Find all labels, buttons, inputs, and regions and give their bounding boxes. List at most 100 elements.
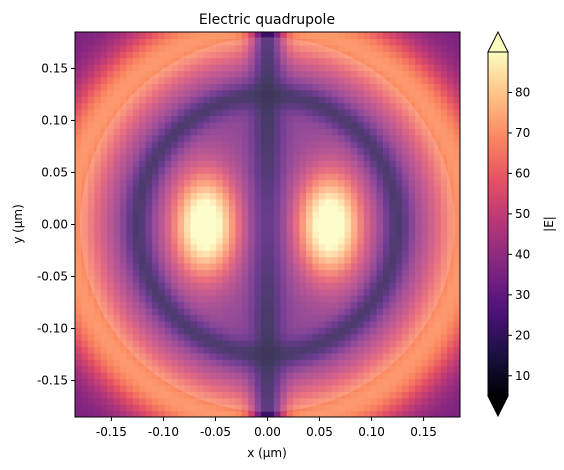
heatmap-cell — [357, 166, 365, 174]
heatmap-cell — [286, 378, 294, 386]
heatmap-cell — [376, 365, 384, 373]
heatmap-cell — [196, 121, 204, 129]
heatmap-cell — [376, 57, 384, 65]
heatmap-cell — [145, 237, 153, 245]
heatmap-cell — [241, 378, 249, 386]
heatmap-cell — [171, 44, 179, 52]
heatmap-cell — [261, 269, 269, 277]
heatmap-cell — [209, 250, 217, 258]
heatmap-cell — [280, 391, 288, 399]
heatmap-cell — [100, 372, 108, 380]
heatmap-cell — [222, 340, 230, 348]
heatmap-cell — [312, 44, 320, 52]
heatmap-cell — [158, 102, 166, 110]
heatmap-cell — [235, 410, 243, 417]
heatmap-cell — [350, 38, 358, 46]
heatmap-cell — [421, 243, 429, 251]
heatmap-cell — [126, 340, 134, 348]
heatmap-cell — [280, 275, 288, 283]
heatmap-cell — [126, 237, 134, 245]
heatmap-cell — [434, 288, 442, 296]
heatmap-cell — [389, 205, 397, 213]
heatmap-cell — [190, 128, 198, 136]
heatmap-cell — [267, 372, 275, 380]
heatmap-cell — [338, 275, 346, 283]
heatmap-cell — [299, 70, 307, 78]
heatmap-cell — [415, 269, 423, 277]
heatmap-cell — [158, 166, 166, 174]
heatmap-cell — [184, 64, 192, 72]
heatmap-cell — [331, 141, 339, 149]
heatmap-cell — [383, 320, 391, 328]
heatmap-cell — [184, 89, 192, 97]
heatmap-cell — [357, 70, 365, 78]
heatmap-cell — [241, 96, 249, 104]
heatmap-cell — [383, 256, 391, 264]
heatmap-cell — [440, 57, 448, 65]
heatmap-cell — [293, 218, 301, 226]
heatmap-cell — [306, 153, 314, 161]
heatmap-cell — [325, 134, 333, 142]
heatmap-cell — [152, 391, 160, 399]
heatmap-cell — [408, 320, 416, 328]
heatmap-cell — [248, 141, 256, 149]
heatmap-cell — [331, 237, 339, 245]
heatmap-cell — [440, 44, 448, 52]
heatmap-cell — [325, 295, 333, 303]
heatmap-cell — [139, 301, 147, 309]
heatmap-cell — [280, 410, 288, 417]
heatmap-cell — [293, 410, 301, 417]
heatmap-cell — [286, 109, 294, 117]
heatmap-cell — [184, 295, 192, 303]
heatmap-cell — [216, 256, 224, 264]
heatmap-cell — [383, 391, 391, 399]
heatmap-cell — [383, 410, 391, 417]
heatmap-cell — [216, 307, 224, 315]
heatmap-cell — [312, 70, 320, 78]
heatmap-cell — [344, 121, 352, 129]
heatmap-cell — [126, 147, 134, 155]
heatmap-cell — [306, 327, 314, 335]
heatmap-cell — [453, 256, 460, 264]
heatmap-cell — [241, 166, 249, 174]
heatmap-cell — [389, 391, 397, 399]
heatmap-cell — [94, 115, 102, 123]
heatmap-cell — [306, 352, 314, 360]
heatmap-cell — [434, 32, 442, 40]
heatmap-cell — [331, 38, 339, 46]
heatmap-cell — [434, 211, 442, 219]
heatmap-cell — [331, 307, 339, 315]
heatmap-cell — [427, 224, 435, 232]
heatmap-cell — [402, 96, 410, 104]
heatmap-cell — [216, 243, 224, 251]
heatmap-cell — [427, 320, 435, 328]
heatmap-cell — [139, 76, 147, 84]
heatmap-cell — [370, 186, 378, 194]
heatmap-cell — [94, 109, 102, 117]
heatmap-cell — [152, 166, 160, 174]
heatmap-cell — [254, 333, 262, 341]
heatmap-cell — [312, 128, 320, 136]
heatmap-cell — [453, 372, 460, 380]
colorbar-tick-label: 40 — [515, 247, 530, 261]
heatmap-cell — [286, 51, 294, 59]
heatmap-cell — [113, 237, 121, 245]
heatmap-cell — [299, 134, 307, 142]
heatmap-cell — [139, 70, 147, 78]
heatmap-cell — [209, 288, 217, 296]
heatmap-cell — [241, 224, 249, 232]
heatmap-cell — [344, 410, 352, 417]
heatmap-cell — [299, 288, 307, 296]
heatmap-cell — [395, 237, 403, 245]
heatmap-cell — [389, 275, 397, 283]
heatmap-cell — [273, 237, 281, 245]
heatmap-cell — [158, 263, 166, 271]
heatmap-cell — [370, 346, 378, 354]
heatmap-cell — [318, 301, 326, 309]
heatmap-cell — [312, 166, 320, 174]
heatmap-cell — [158, 346, 166, 354]
heatmap-cell — [434, 141, 442, 149]
heatmap-cell — [132, 173, 140, 181]
heatmap-cell — [447, 109, 455, 117]
heatmap-cell — [107, 230, 115, 238]
